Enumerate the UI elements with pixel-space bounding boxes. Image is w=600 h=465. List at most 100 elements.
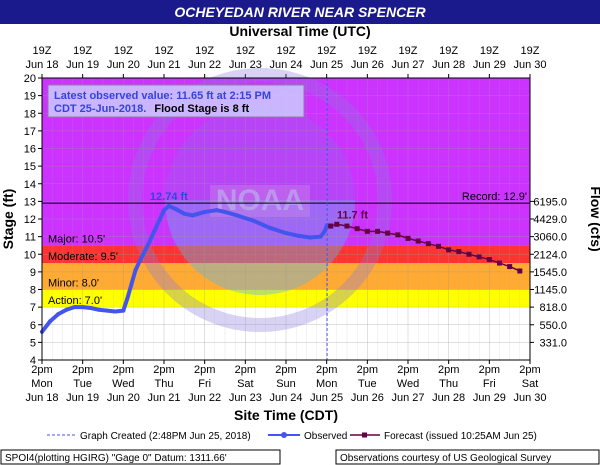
stage-tick-label: 4 [30,355,36,367]
observed-point [125,296,130,301]
observed-point [96,307,101,312]
flow-tick-labels: 331.0 550.0 818.0 1145.0 1545.0 2124.0 3060.0 4… [530,196,567,349]
observed-point [267,225,272,230]
forecast-point [517,268,523,274]
top-tick-date: Jun 30 [513,59,546,71]
bottom-tick-day: Fri [198,378,211,390]
stage-tick-label: 13 [24,196,36,208]
observed-point [251,218,256,223]
bottom-tick-day: Tue [73,378,92,390]
observed-point [182,211,187,216]
bottom-tick-time: 2pm [113,364,134,376]
bottom-tick-time: 2pm [357,364,378,376]
observed-point [145,243,150,248]
top-tick-date: Jun 22 [188,59,221,71]
left-axis-label: Stage (ft) [0,189,16,250]
flow-tick-label: 1145.0 [534,285,567,297]
bottom-tick-date: Jun 19 [66,392,99,404]
stage-tick-label: 11 [25,232,36,244]
band-label-minor: Minor: 8.0' [48,278,99,290]
footer-left: SPOI4(plotting HGIRG) "Gage 0" Datum: 13… [5,453,227,464]
info-line1: Latest observed value: 11.65 ft at 2:15 … [54,90,271,102]
bottom-tick-date: Jun 20 [107,392,140,404]
top-tick-hour: 19Z [195,45,214,57]
bottom-tick-date: Jun 24 [269,392,302,404]
stage-tick-label: 9 [30,267,36,279]
flow-tick-label: 2124.0 [533,249,567,261]
bottom-tick-date: Jun 27 [391,392,424,404]
top-axis-label: Universal Time (UTC) [229,23,370,39]
observed-point [202,209,207,214]
observed-point [113,309,118,314]
bottom-tick-date: Jun 18 [25,392,58,404]
top-tick-date: Jun 21 [147,59,180,71]
forecast-point [476,254,482,260]
flow-tick-label: 818.0 [539,302,567,314]
forecast-point [334,221,340,227]
forecast-point [415,238,421,244]
top-tick-date: Jun 28 [432,59,465,71]
observed-point [166,203,171,208]
observed-point [322,229,327,234]
band-label-action: Action: 7.0' [48,295,102,307]
flow-tick-label: 4429.0 [533,214,567,226]
grid-lines [41,77,531,361]
top-tick-date: Jun 24 [269,59,302,71]
bottom-tick-time: 2pm [235,364,256,376]
bottom-tick-time: 2pm [31,364,52,376]
bottom-tick-time: 2pm [153,364,174,376]
observed-point [296,233,301,238]
legend-observed-marker [281,432,287,438]
bottom-tick-day: Wed [112,378,134,390]
bottom-tick-date: Jun 29 [473,392,506,404]
record-label: Record: 12.9' [462,191,527,203]
series-layer: 12.74 ft 11.7 ft [40,191,523,334]
forecast-point [395,232,401,238]
stage-tick-label: 16 [24,144,36,156]
bottom-tick-time: 2pm [72,364,93,376]
bottom-tick-time: 2pm [275,364,296,376]
bottom-tick-time: 2pm [479,364,500,376]
info-line2-flood: Flood Stage is 8 ft [154,103,249,115]
bottom-tick-labels: 2pm Mon Jun 18 2pm Tue Jun 19 2pm Wed Jun 20 2pm T… [25,360,547,404]
observed-point [162,208,166,213]
bottom-tick-day: Mon [31,378,52,390]
top-tick-date: Jun 29 [473,59,506,71]
observed-point [56,312,61,317]
bottom-tick-day: Wed [397,378,419,390]
right-axis-label: Flow (cfs) [588,186,600,251]
stage-tick-label: 6 [30,320,36,332]
observed-point [284,231,288,236]
band-label-moderate: Moderate: 9.5' [48,251,118,263]
stage-tick-label: 14 [24,179,36,191]
forecast-point [486,257,492,263]
footer-right: Observations courtesy of US Geological S… [340,453,551,464]
top-tick-hour: 19Z [114,45,133,57]
stage-tick-label: 20 [24,73,36,85]
observed-point [325,223,330,228]
top-tick-hour: 19Z [480,45,499,57]
bottom-tick-day: Mon [316,378,337,390]
stage-tick-label: 7 [30,302,36,314]
top-tick-hour: 19Z [358,45,377,57]
observed-point [105,308,110,313]
bottom-tick-day: Sat [522,378,539,390]
stage-tick-label: 8 [30,285,36,297]
forecast-point [405,235,411,241]
stage-tick-label: 12 [24,214,36,226]
forecast-point [446,247,452,253]
forecast-point [364,228,370,234]
forecast-point [466,251,472,257]
legend-forecast-marker [362,432,367,438]
forecast-point [328,223,334,229]
info-line2-date: CDT 25-Jun-2018. [54,103,146,115]
bottom-tick-date: Jun 22 [188,392,221,404]
observed-point [72,305,77,310]
observed-point [308,235,313,240]
bottom-tick-date: Jun 21 [147,392,180,404]
observed-point [133,268,138,273]
stage-tick-label: 17 [24,126,36,138]
legend-created-label: Graph Created (2:48PM Jun 25, 2018) [80,431,251,442]
observed-point [137,259,142,264]
